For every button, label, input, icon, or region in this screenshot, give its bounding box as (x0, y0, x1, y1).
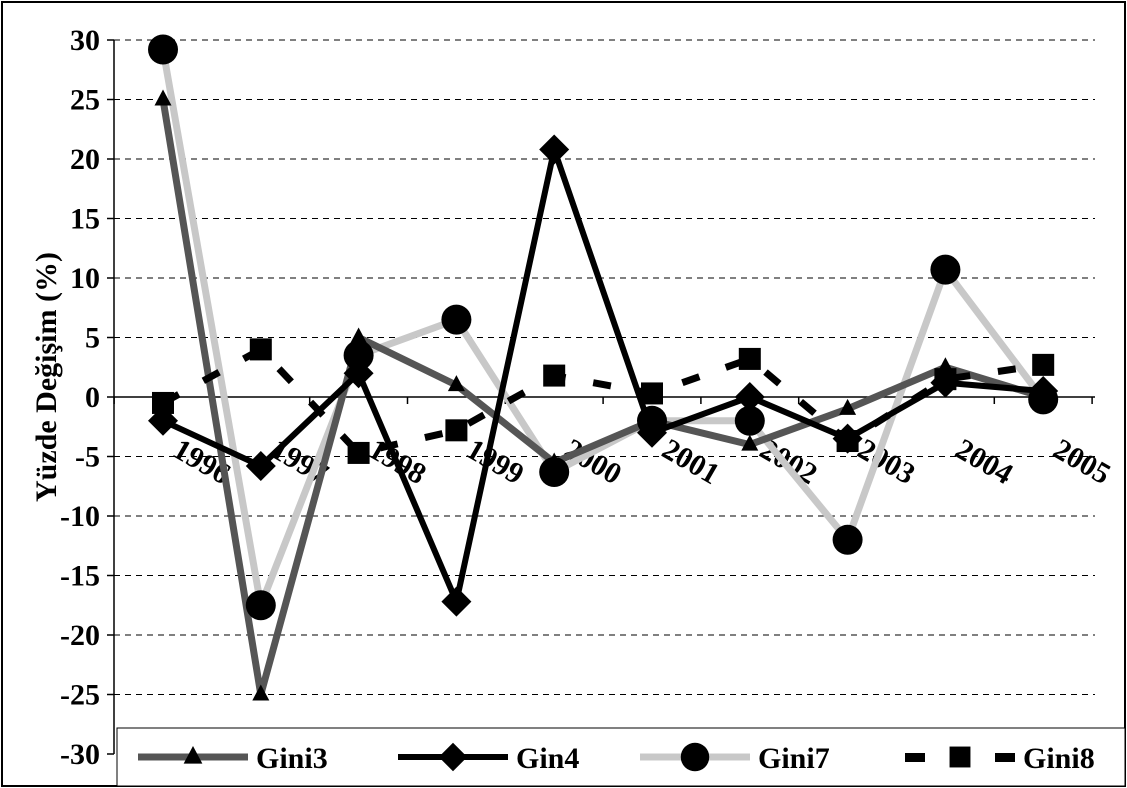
series-line-gini8 (161, 345, 1044, 457)
data-series (148, 34, 1059, 701)
y-tick-label: 10 (70, 262, 100, 295)
y-tick-label: -25 (60, 679, 100, 712)
y-tick-label: 20 (70, 143, 100, 176)
legend-label-gini7: Gini7 (758, 742, 830, 775)
data-point-gini8 (445, 419, 468, 442)
y-tick-label: -15 (60, 560, 100, 593)
series-line-gini3 (159, 98, 1045, 698)
data-point-gin4 (637, 417, 667, 448)
data-point-gini3 (154, 89, 172, 106)
y-tick-label: -20 (60, 619, 100, 652)
legend-marker-gini8 (949, 746, 971, 768)
data-point-gini8 (152, 391, 174, 414)
legend: Gini3 Gin4 Gini7 Gini8 (116, 727, 1126, 787)
legend-marker-gini7 (680, 742, 710, 772)
legend-label-gin4: Gin4 (516, 742, 579, 775)
data-point-gin4 (245, 451, 276, 482)
legend-line-gini8 (905, 753, 925, 762)
data-point-gini3 (350, 327, 368, 344)
data-point-gini8 (738, 347, 761, 370)
data-point-gini3 (839, 398, 857, 415)
data-point-gini8 (249, 338, 272, 361)
y-tick-label: 5 (85, 322, 100, 355)
data-point-gini7 (734, 405, 765, 436)
axes (107, 39, 1095, 755)
y-tick-label: 30 (70, 24, 100, 57)
y-tick-labels: 30 25 20 15 10 5 0 -5 -10 -15 -20 -25 -30 (60, 24, 100, 771)
data-point-gini3 (545, 452, 563, 469)
data-point-gini8 (1032, 353, 1055, 376)
data-point-gini8 (934, 368, 957, 391)
legend-line-gini8 (995, 753, 1015, 762)
data-point-gini7 (148, 34, 178, 65)
legend-label-gini8: Gini8 (1023, 742, 1095, 775)
legend-marker-gin4 (438, 742, 468, 772)
data-point-gini3 (252, 684, 270, 701)
data-point-gini7 (539, 456, 570, 487)
legend-label-gini3: Gini3 (256, 742, 328, 775)
series-line-gin4 (161, 146, 1044, 605)
data-point-gini3 (447, 375, 465, 392)
data-point-gini7 (343, 340, 374, 371)
data-point-gin4 (343, 358, 374, 389)
data-point-gini8 (543, 364, 566, 387)
data-point-gini8 (641, 382, 663, 405)
data-point-gini8 (347, 441, 370, 464)
data-point-gini7 (441, 304, 472, 335)
y-axis-title: Yüzde Değişim (%) (30, 252, 63, 502)
data-point-gini3 (741, 434, 759, 451)
series-line-gini7 (159, 48, 1046, 609)
data-point-gini7 (832, 524, 863, 555)
data-point-gin4 (734, 382, 765, 412)
y-tick-label: 0 (85, 381, 100, 414)
y-tick-label: -10 (60, 500, 100, 533)
y-tick-label: -5 (75, 441, 100, 474)
y-tick-label: 25 (70, 84, 100, 117)
data-point-gin4 (539, 134, 570, 165)
data-point-gini7 (930, 254, 961, 285)
y-tick-label: 15 (70, 203, 100, 236)
data-point-gini8 (836, 430, 859, 453)
data-point-gin4 (441, 586, 472, 617)
y-tick-label: -30 (60, 738, 100, 771)
data-point-gin4 (1028, 376, 1059, 407)
legend-marker-gini3 (183, 746, 203, 764)
data-point-gini7 (245, 590, 276, 621)
